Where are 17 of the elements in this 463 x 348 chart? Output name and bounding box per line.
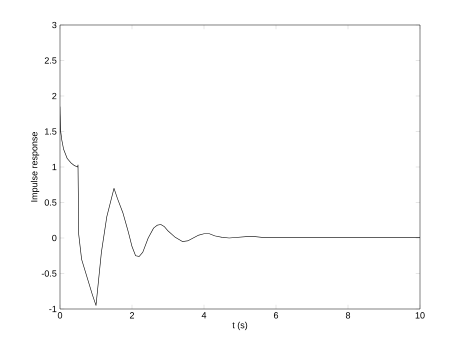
y-tick-label: 1.5 — [45, 128, 56, 135]
y-tick-label: -1 — [49, 306, 56, 312]
y-tick-label: 3 — [52, 22, 56, 28]
y-tick-label: 0.5 — [44, 199, 56, 206]
y-tick-label: -0.5 — [42, 270, 56, 277]
y-tick-label: 2.5 — [44, 57, 56, 64]
y-tick-label: 0 — [52, 234, 56, 242]
x-axis-title: t (s) — [232, 322, 248, 330]
x-tick-label: 0 — [58, 312, 62, 319]
x-tick-label: 6 — [274, 312, 278, 319]
y-tick-label: 2 — [52, 92, 56, 100]
x-tick-label: 2 — [130, 312, 134, 318]
x-tick-label: 8 — [346, 312, 350, 319]
y-axis-title: Impulse response — [30, 132, 40, 202]
x-tick-label: 10 — [416, 312, 425, 319]
x-tick-label: 4 — [202, 312, 206, 318]
y-tick-label: 1 — [52, 164, 56, 170]
